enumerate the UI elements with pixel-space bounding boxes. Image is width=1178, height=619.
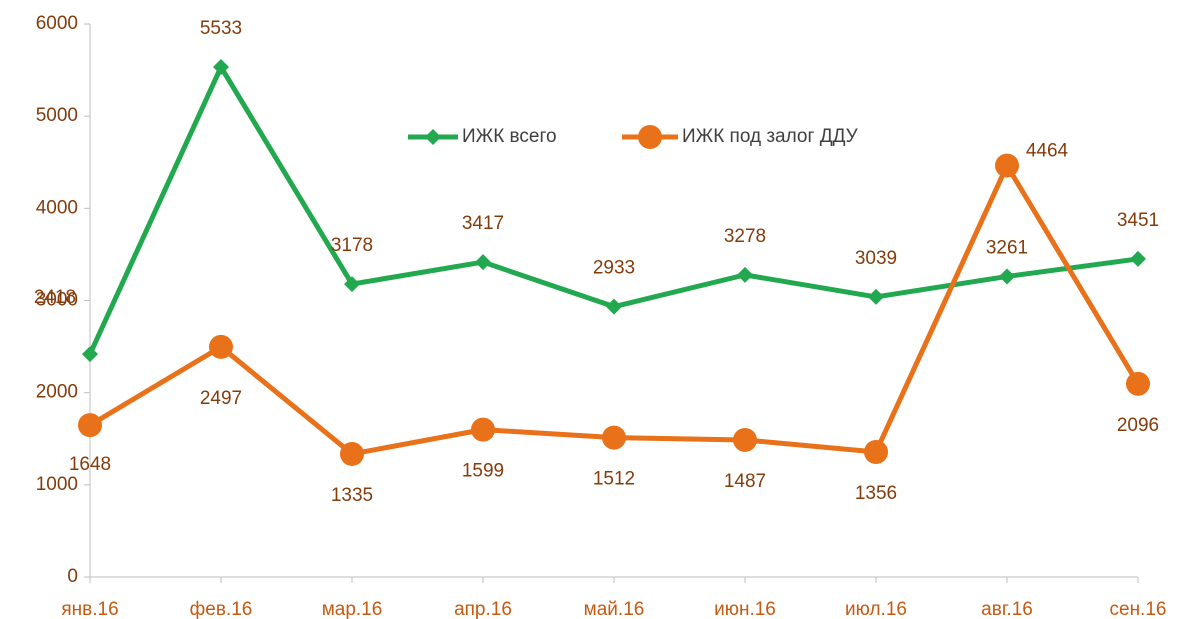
data-label: 1648 — [69, 454, 111, 475]
y-tick-label: 1000 — [36, 474, 78, 495]
data-point — [999, 268, 1015, 285]
data-point — [1130, 250, 1146, 267]
y-tick-label: 0 — [67, 566, 78, 587]
data-point — [475, 254, 491, 271]
data-point — [344, 276, 360, 293]
data-label: 1335 — [331, 485, 373, 506]
x-tick-label: авг.16 — [981, 599, 1033, 619]
legend-label: ИЖК всего — [462, 126, 557, 147]
data-point — [733, 427, 757, 452]
x-tick-label: мар.16 — [322, 599, 383, 619]
data-label: 1356 — [855, 483, 897, 504]
legend-marker — [425, 129, 441, 145]
y-tick-label: 5000 — [36, 105, 78, 126]
data-point — [209, 334, 233, 359]
data-point — [340, 441, 364, 466]
data-label: 2933 — [593, 258, 635, 279]
y-tick-label: 2000 — [36, 382, 78, 403]
x-tick-label: сен.16 — [1110, 599, 1167, 619]
data-point — [82, 346, 98, 363]
legend-marker — [638, 125, 662, 149]
legend-label: ИЖК под залог ДДУ — [682, 126, 859, 147]
y-tick-label: 3000 — [36, 290, 78, 311]
data-point — [864, 440, 888, 465]
data-label: 3261 — [986, 237, 1028, 258]
data-point — [1126, 371, 1150, 396]
data-point — [78, 413, 102, 438]
data-label: 2418 — [34, 287, 76, 308]
data-label: 1487 — [724, 471, 766, 492]
data-label: 2497 — [200, 388, 242, 409]
data-label: 3417 — [462, 213, 504, 234]
x-tick-label: янв.16 — [61, 599, 118, 619]
data-point — [868, 288, 884, 305]
data-label: 3451 — [1117, 210, 1159, 231]
data-point — [606, 298, 622, 315]
data-label: 4464 — [1026, 141, 1069, 162]
x-tick-label: фев.16 — [190, 599, 253, 619]
data-point — [471, 417, 495, 442]
x-tick-label: апр.16 — [454, 599, 512, 619]
data-point — [737, 266, 753, 283]
data-label: 1512 — [593, 469, 635, 490]
data-label: 2096 — [1117, 415, 1159, 436]
data-label: 3178 — [331, 235, 373, 256]
data-label: 1599 — [462, 461, 504, 482]
data-point — [995, 153, 1019, 178]
y-tick-label: 6000 — [36, 13, 78, 34]
data-point — [213, 59, 229, 76]
data-point — [602, 425, 626, 450]
data-label: 3039 — [855, 248, 897, 269]
x-tick-label: июн.16 — [714, 599, 776, 619]
data-label: 5533 — [200, 18, 242, 39]
y-tick-label: 4000 — [36, 197, 78, 218]
x-tick-label: июл.16 — [845, 599, 907, 619]
data-label: 3278 — [724, 226, 766, 247]
x-tick-label: май.16 — [584, 599, 645, 619]
